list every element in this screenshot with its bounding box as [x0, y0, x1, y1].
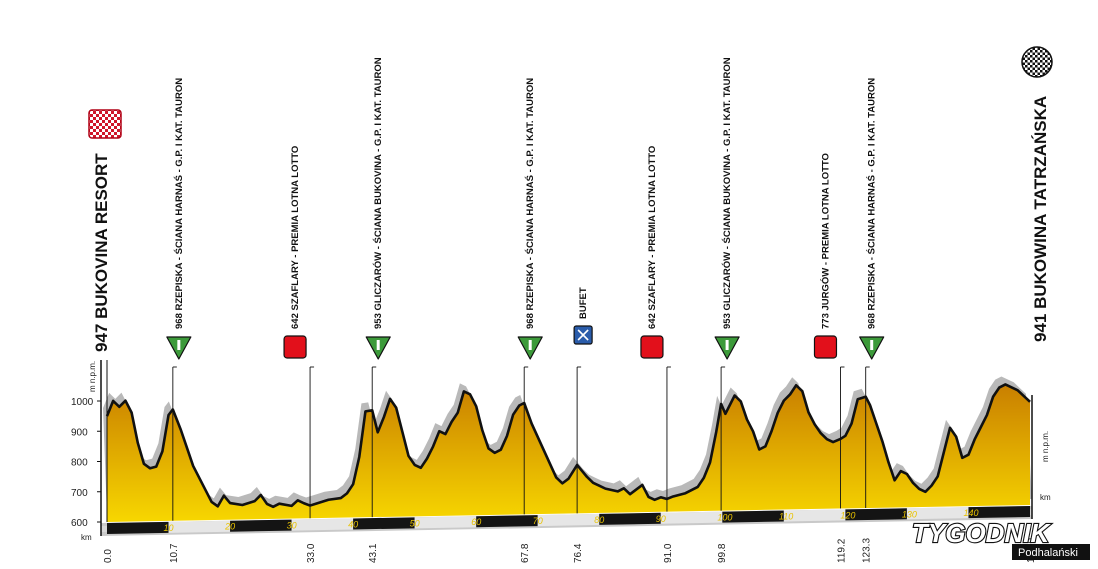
brand-sub: Podhalański	[1018, 547, 1078, 559]
distance-label: 10.7	[169, 543, 180, 563]
stage-point-climb: 968 RZEPISKA - ŚCIANA HARNAŚ - G.P. I KA…	[166, 78, 192, 360]
brand-sub-bg	[1012, 544, 1090, 560]
stage-point-climb: 968 RZEPISKA - ŚCIANA HARNAŚ - G.P. I KA…	[859, 78, 885, 360]
km-tick-label: 70	[533, 516, 543, 526]
y-tick-label: 800	[71, 458, 88, 469]
start-flag-icon	[88, 109, 122, 139]
km-segment	[168, 520, 231, 533]
km-tick-label: 80	[594, 515, 604, 525]
profile-line	[105, 383, 1031, 509]
sprint-icon	[283, 335, 307, 359]
km-tick-label: 110	[779, 512, 793, 522]
km-segment	[230, 519, 292, 532]
stage-point-label: 953 GLICZARÓW - ŚCIANA BUKOVINA - G.P. I…	[721, 57, 733, 329]
km-segment	[476, 515, 538, 528]
km-segment	[722, 510, 784, 523]
y-tick-label: 700	[71, 488, 88, 499]
distance-label: 43.1	[368, 543, 379, 563]
distance-label: 99.8	[717, 543, 728, 563]
x-unit-label-right: km	[1040, 493, 1051, 502]
stage-point-climb: 968 RZEPISKA - ŚCIANA HARNAŚ - G.P. I KA…	[517, 78, 543, 360]
km-segment	[107, 521, 169, 534]
distance-label: 33.0	[306, 543, 317, 563]
mountain-category-mark	[725, 340, 729, 350]
km-tick-label: 140	[963, 508, 978, 518]
km-segment	[414, 516, 477, 529]
x-unit-label-left: km	[81, 533, 92, 542]
km-tick-label: 90	[656, 514, 666, 524]
y-tick-label: 900	[71, 427, 88, 438]
km-tick-label: 20	[224, 522, 235, 532]
km-tick-label: 50	[410, 518, 420, 528]
km-band: 10 20 30 40 50 60 70 80 90 100 110 120 130 140	[101, 506, 1032, 536]
profile-fill	[107, 384, 1030, 522]
distance-label: 0.0	[103, 549, 114, 563]
mountain-category-mark	[177, 340, 181, 350]
stage-point-climb: 953 GLICZARÓW - ŚCIANA BUKOVINA - G.P. I…	[714, 57, 740, 360]
stage-point-feed: BUFET	[573, 287, 593, 345]
stage-point-sprint: 773 JURGÓW - PREMIA LOTNA LOTTO	[813, 153, 838, 359]
km-segment	[783, 509, 846, 522]
km-segment	[291, 518, 354, 531]
sprint-icon	[813, 335, 838, 359]
stage-point-sprint: 642 SZAFLARY - PREMIA LOTNA LOTTO	[640, 146, 664, 359]
km-tick-label: 40	[348, 519, 358, 529]
point-guides	[172, 366, 870, 521]
km-tick-label: 10	[164, 523, 174, 533]
km-segment	[353, 517, 415, 530]
km-segment	[845, 508, 907, 521]
km-segment	[968, 506, 1030, 519]
km-tick-label: 30	[287, 521, 297, 531]
stage-point-label: 642 SZAFLARY - PREMIA LOTNA LOTTO	[647, 146, 658, 329]
mountain-category-mark	[376, 340, 380, 350]
y-tick-label: 600	[71, 518, 88, 529]
stage-point-label: 968 RZEPISKA - ŚCIANA HARNAŚ - G.P. I KA…	[524, 78, 536, 329]
y-unit-label-left: m n.p.m.	[88, 361, 97, 392]
start-label: 947 BUKOVINA RESORT	[92, 153, 111, 352]
y-axis: 600 700 800 900 1000 m n.p.m. m n.p.m. km	[71, 360, 1051, 536]
brand-logo: TYGODNIK Podhalański	[911, 517, 1090, 560]
finish-label: 941 BUKOWINA TATRZAŃSKA	[1031, 96, 1050, 342]
profile-area	[105, 383, 1031, 522]
stage-point-label: 968 RZEPISKA - ŚCIANA HARNAŚ - G.P. I KA…	[173, 78, 185, 329]
km-tick-label: 130	[902, 509, 917, 519]
stage-point-climb: 953 GLICZARÓW - ŚCIANA BUKOVINA - G.P. I…	[365, 57, 391, 360]
finish-flag-icon	[1021, 46, 1053, 78]
brand-main: TYGODNIK	[912, 518, 1051, 548]
km-tick-label: 120	[840, 510, 855, 520]
km-segment	[906, 507, 969, 520]
mountain-category-mark	[528, 340, 532, 350]
stage-ends: 947 BUKOVINA RESORT 941 BUKOWINA TATRZAŃS…	[88, 46, 1053, 522]
stage-points: 968 RZEPISKA - ŚCIANA HARNAŚ - G.P. I KA…	[166, 57, 885, 360]
y-unit-label-right: m n.p.m.	[1041, 431, 1050, 462]
distance-label: 76.4	[573, 543, 584, 563]
km-tick-label: 100	[717, 513, 732, 523]
mountain-category-mark	[870, 340, 874, 350]
stage-point-label: 773 JURGÓW - PREMIA LOTNA LOTTO	[819, 153, 831, 329]
km-segment	[599, 512, 661, 525]
stage-point-label: 642 SZAFLARY - PREMIA LOTNA LOTTO	[290, 146, 301, 329]
km-tick-label: 60	[471, 517, 481, 527]
sprint-icon	[640, 335, 664, 359]
stage-point-sprint: 642 SZAFLARY - PREMIA LOTNA LOTTO	[283, 146, 307, 359]
distance-label: 91.0	[663, 543, 674, 563]
km-segment	[537, 513, 600, 527]
distance-label: 67.8	[520, 543, 531, 563]
x-axis: km 0.0 10.7 33.0 43.1 67.8 76.4 91.0 99.8 119.2 12…	[81, 533, 1037, 563]
y-tick-label: 1000	[71, 397, 94, 408]
stage-point-label: 968 RZEPISKA - ŚCIANA HARNAŚ - G.P. I KA…	[866, 78, 878, 329]
distance-label: 123.3	[862, 538, 873, 563]
stage-point-label: BUFET	[578, 287, 589, 319]
distance-label: 119.2	[836, 538, 847, 563]
cutlery-icon	[577, 329, 589, 341]
stage-point-label: 953 GLICZARÓW - ŚCIANA BUKOVINA - G.P. I…	[372, 57, 384, 329]
km-segment	[660, 511, 723, 524]
